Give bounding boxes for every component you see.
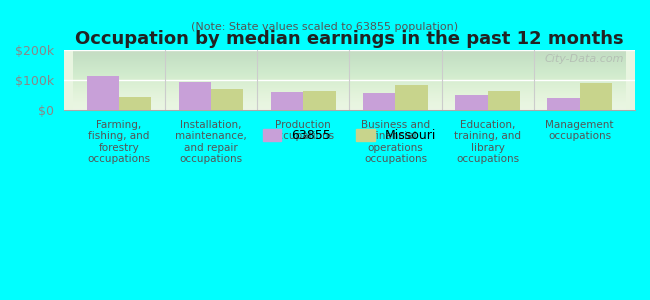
Title: Occupation by median earnings in the past 12 months: Occupation by median earnings in the pas… bbox=[75, 30, 624, 48]
Text: (Note: State values scaled to 63855 population): (Note: State values scaled to 63855 popu… bbox=[192, 22, 458, 32]
Bar bbox=[547, 98, 580, 110]
Bar bbox=[456, 95, 488, 110]
Text: City-Data.com: City-Data.com bbox=[544, 54, 623, 64]
Bar bbox=[119, 97, 151, 110]
Legend: 63855, Missouri: 63855, Missouri bbox=[257, 124, 441, 147]
Bar bbox=[271, 92, 304, 110]
Bar bbox=[580, 83, 612, 110]
Bar bbox=[211, 89, 244, 110]
Bar bbox=[304, 91, 335, 110]
Bar bbox=[179, 82, 211, 110]
Bar bbox=[363, 93, 395, 110]
Bar bbox=[87, 76, 119, 110]
Bar bbox=[488, 91, 520, 110]
Bar bbox=[395, 85, 428, 110]
